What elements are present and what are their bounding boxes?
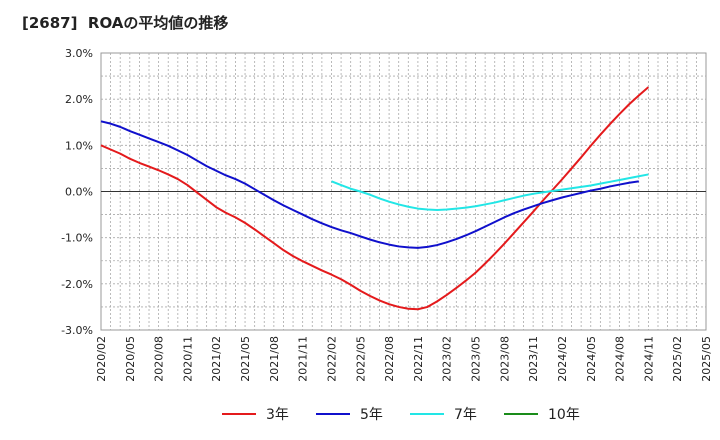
y-tick-label: -3.0% xyxy=(61,324,93,337)
x-tick-label: 2021/05 xyxy=(239,336,252,382)
x-tick-label: 2023/11 xyxy=(527,336,540,382)
y-axis-ticks: 3.0% 2.0% 1.0% 0.0% -1.0% -2.0% -3.0% xyxy=(61,47,93,337)
x-tick-label: 2021/08 xyxy=(268,336,281,382)
x-tick-label: 2021/02 xyxy=(210,336,223,382)
y-tick-label: 1.0% xyxy=(65,139,93,152)
series-line-7年 xyxy=(331,173,649,211)
x-tick-label: 2020/05 xyxy=(124,336,137,382)
x-tick-label: 2023/08 xyxy=(498,336,511,382)
x-tick-label: 2022/02 xyxy=(325,336,338,382)
y-tick-label: -2.0% xyxy=(61,278,93,291)
x-tick-label: 2023/05 xyxy=(470,336,483,382)
x-tick-label: 2024/08 xyxy=(614,336,627,382)
x-tick-label: 2024/05 xyxy=(585,336,598,382)
chart-title: [2687] ROAの平均値の推移 xyxy=(22,14,229,32)
series-lines xyxy=(100,86,650,311)
x-tick-label: 2020/08 xyxy=(153,336,166,382)
series-line-5年 xyxy=(100,120,639,249)
x-tick-label: 2024/11 xyxy=(642,336,655,382)
y-tick-label: -1.0% xyxy=(61,232,93,245)
x-tick-label: 2020/02 xyxy=(95,336,108,382)
y-tick-label: 0.0% xyxy=(65,186,93,199)
legend: 3年 5年 7年 10年 xyxy=(222,407,580,423)
x-tick-label: 2021/11 xyxy=(297,336,310,382)
y-tick-label: 3.0% xyxy=(65,47,93,60)
x-tick-label: 2022/11 xyxy=(412,336,425,382)
x-tick-label: 2025/05 xyxy=(700,336,713,382)
x-tick-label: 2020/11 xyxy=(181,336,194,382)
x-tick-label: 2023/02 xyxy=(441,336,454,382)
grid-lines xyxy=(101,53,706,330)
legend-label: 7年 xyxy=(454,407,477,423)
legend-label: 5年 xyxy=(360,407,383,423)
legend-label: 3年 xyxy=(266,407,289,423)
series-line-3年 xyxy=(100,86,650,311)
y-tick-label: 2.0% xyxy=(65,93,93,106)
x-tick-label: 2025/02 xyxy=(671,336,684,382)
legend-label: 10年 xyxy=(548,407,580,423)
x-tick-label: 2024/02 xyxy=(556,336,569,382)
x-tick-label: 2022/08 xyxy=(383,336,396,382)
x-tick-label: 2022/05 xyxy=(354,336,367,382)
x-axis-ticks: 2020/02 2020/05 2020/08 2020/11 2021/02 2021/… xyxy=(95,336,713,382)
